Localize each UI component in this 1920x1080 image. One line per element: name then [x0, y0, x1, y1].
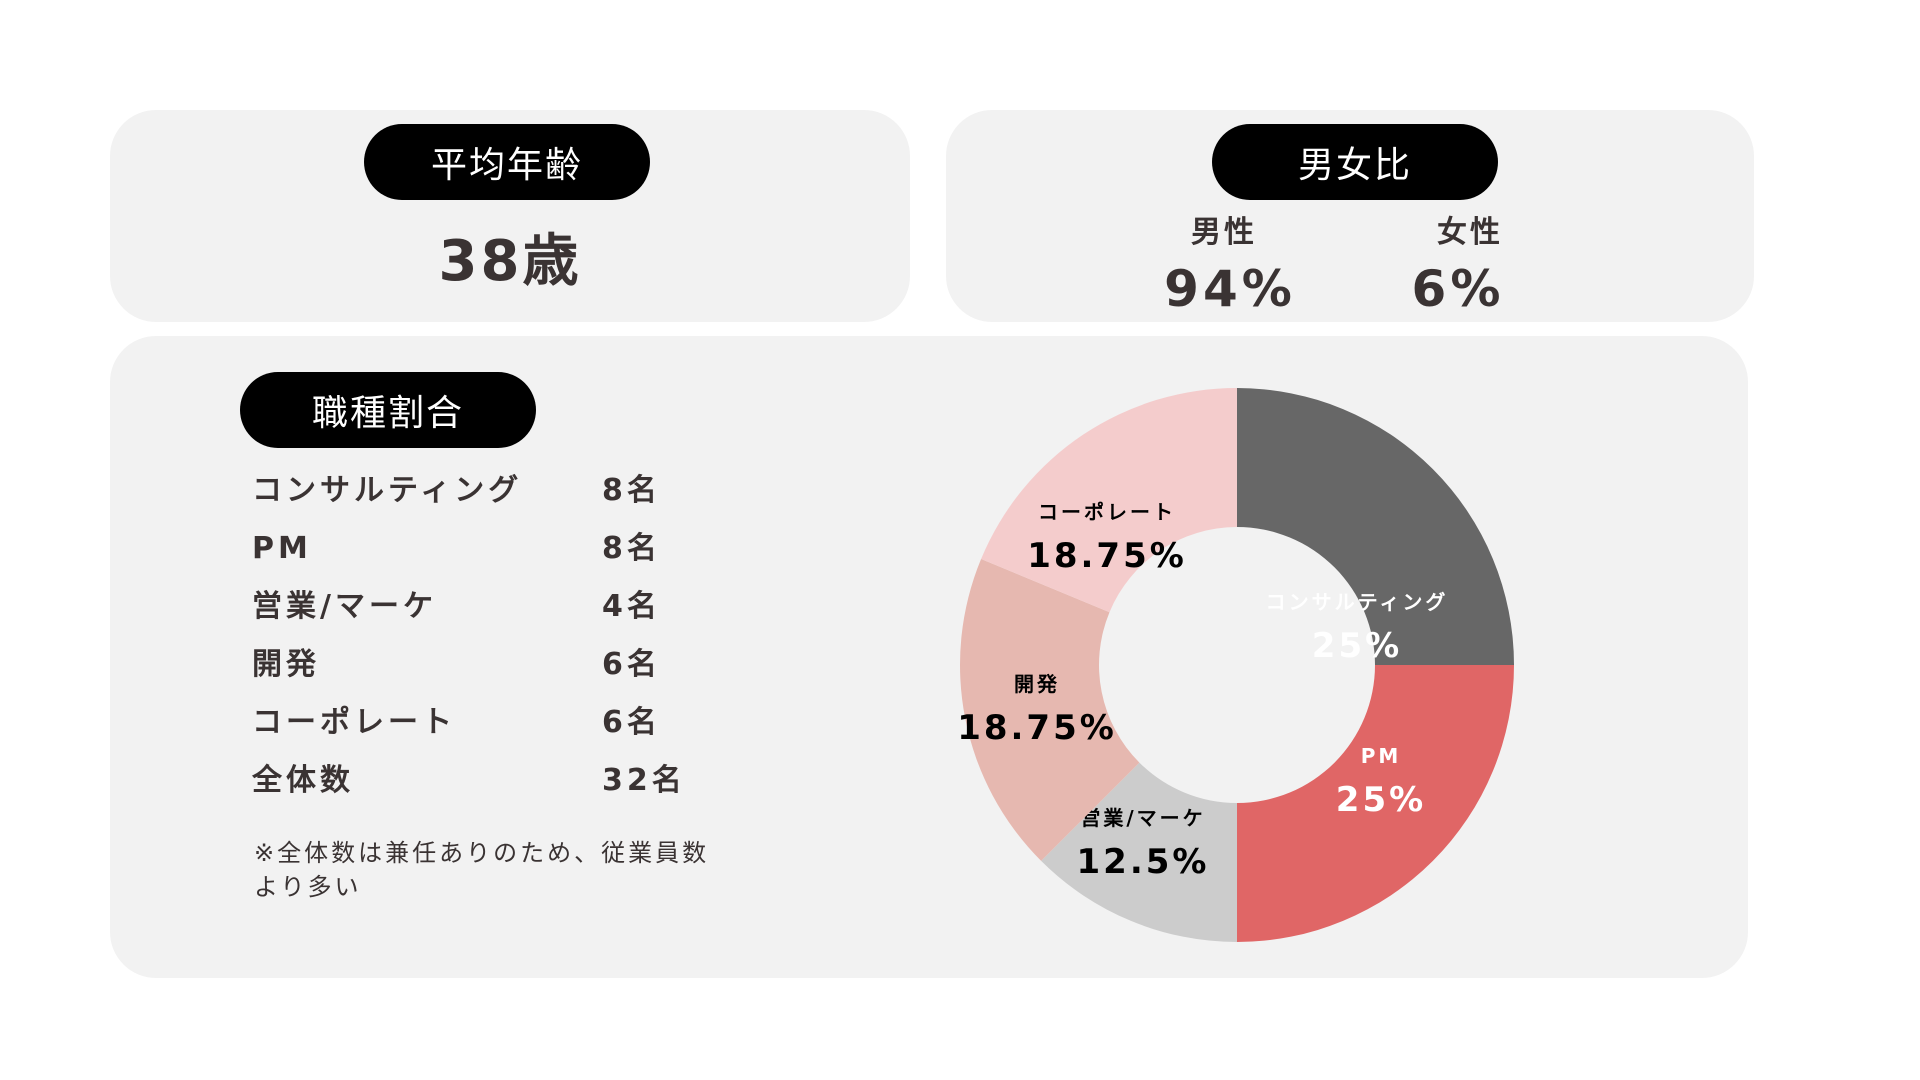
- job-count: 6名: [602, 705, 661, 740]
- job-name: コンサルティング: [252, 473, 523, 508]
- donut-slice-name: コンサルティング: [1266, 590, 1449, 614]
- donut-slice-name: 開発: [1014, 672, 1060, 696]
- job-list: コンサルティング 8名 PM 8名 営業/マーケ 4名 開発 6名 コーポレート…: [252, 476, 712, 824]
- donut-slice-value: 12.5%: [1077, 842, 1210, 882]
- donut-slice: [1237, 665, 1514, 942]
- job-ratio-title: 職種割合: [240, 372, 536, 448]
- donut-slice-value: 25%: [1312, 626, 1402, 666]
- donut-slice-name: コーポレート: [1038, 500, 1176, 524]
- job-count: 8名: [602, 531, 661, 566]
- job-count: 4名: [602, 589, 661, 624]
- donut-slice: [960, 558, 1140, 861]
- average-age-value: 38歳: [438, 229, 582, 294]
- job-name: PM: [252, 531, 312, 566]
- job-row: コンサルティング 8名: [252, 476, 712, 534]
- average-age-card: 平均年齢 38歳: [110, 110, 910, 322]
- gender-ratio-card: 男女比 男性 94% 女性 6%: [946, 110, 1754, 322]
- male-label: 男性: [1191, 215, 1257, 250]
- job-name: 開発: [252, 647, 320, 682]
- donut-slice-value: 18.75%: [957, 708, 1117, 748]
- female-value: 6%: [1411, 260, 1505, 318]
- job-name: 営業/マーケ: [252, 589, 437, 624]
- donut-slice: [981, 388, 1237, 613]
- gender-ratio-title: 男女比: [1212, 124, 1498, 200]
- job-count: 6名: [602, 647, 661, 682]
- average-age-title: 平均年齢: [364, 124, 650, 200]
- donut-slice-name: 営業/マーケ: [1080, 806, 1205, 830]
- job-row: 開発 6名: [252, 650, 712, 708]
- donut-slice: [1237, 388, 1514, 665]
- job-row: PM 8名: [252, 534, 712, 592]
- job-row: コーポレート 6名: [252, 708, 712, 766]
- donut-slice-value: 25%: [1336, 780, 1426, 820]
- female-label: 女性: [1437, 215, 1503, 250]
- male-value: 94%: [1164, 260, 1296, 318]
- job-total-note: ※全体数は兼任ありのため、従業員数より多い: [254, 839, 710, 901]
- job-count: 32名: [602, 763, 686, 798]
- donut-slice-value: 18.75%: [1027, 536, 1187, 576]
- donut-slice-name: PM: [1361, 744, 1402, 768]
- job-count: 8名: [602, 473, 661, 508]
- donut-slice: [1041, 762, 1237, 942]
- job-row: 全体数 32名: [252, 766, 712, 824]
- job-row: 営業/マーケ 4名: [252, 592, 712, 650]
- job-name: コーポレート: [252, 705, 456, 740]
- job-name: 全体数: [252, 763, 354, 798]
